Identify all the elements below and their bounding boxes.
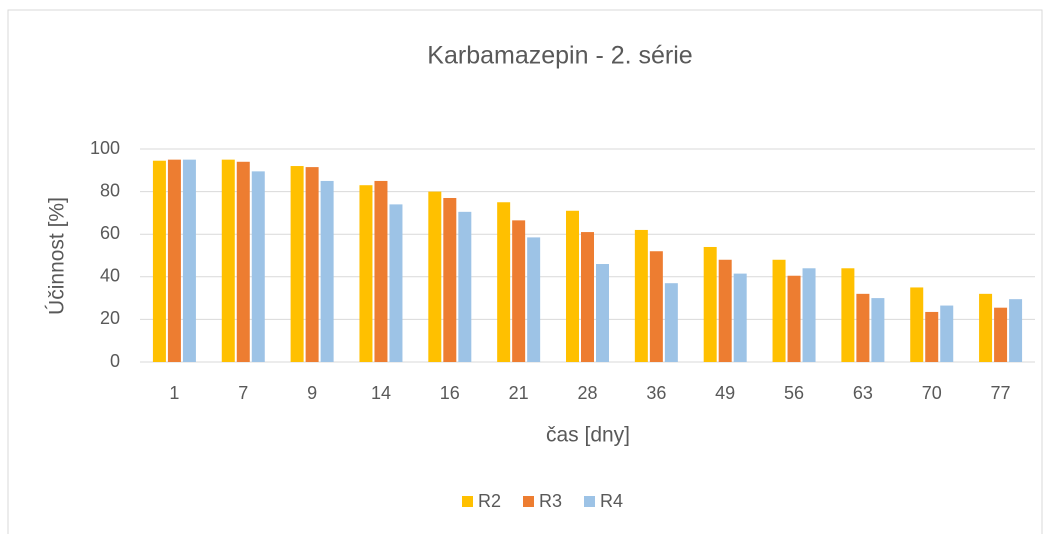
legend-label: R2: [478, 491, 501, 511]
x-tick-label: 70: [922, 383, 942, 403]
x-tick-label: 16: [440, 383, 460, 403]
bar: [802, 268, 816, 362]
x-tick-label: 28: [577, 383, 597, 403]
legend-swatch: [462, 496, 473, 507]
bar: [733, 273, 747, 362]
bar: [1009, 299, 1023, 362]
bar: [359, 185, 373, 362]
bar: [221, 159, 235, 362]
bar: [940, 305, 954, 362]
y-tick-label: 60: [100, 223, 120, 243]
legend-label: R3: [539, 491, 562, 511]
chart-title: Karbamazepin - 2. série: [427, 42, 692, 70]
bar: [167, 159, 181, 362]
bar: [581, 232, 594, 362]
y-tick-label: 0: [110, 351, 120, 371]
bar: [152, 160, 166, 362]
bar: [910, 287, 924, 362]
bar: [871, 298, 885, 362]
x-tick-label: 14: [371, 383, 391, 403]
bar: [566, 210, 579, 362]
bar: [772, 259, 786, 362]
y-tick-label: 80: [100, 180, 120, 200]
bar: [925, 311, 939, 362]
bar: [527, 237, 541, 362]
x-tick-label: 36: [646, 383, 666, 403]
bar: [290, 166, 304, 362]
legend-swatch: [584, 496, 595, 507]
y-axis-label: Účinnost [%]: [46, 197, 69, 315]
bar: [428, 191, 442, 362]
x-tick-label: 21: [509, 383, 529, 403]
bar: [374, 180, 388, 362]
x-tick-label: 56: [784, 383, 804, 403]
x-tick-label: 7: [238, 383, 248, 403]
y-tick-label: 100: [90, 138, 120, 158]
bar: [718, 259, 732, 362]
x-axis-label: čas [dny]: [546, 424, 630, 447]
x-tick-label: 49: [715, 383, 735, 403]
bar: [841, 268, 855, 362]
bar: [856, 293, 870, 362]
bar: [305, 167, 319, 362]
bar: [787, 275, 801, 362]
bar: [703, 246, 717, 362]
y-tick-label: 20: [100, 308, 120, 328]
bar: [251, 171, 265, 362]
bar: [320, 180, 334, 362]
x-tick-label: 9: [307, 383, 317, 403]
bar: [512, 220, 526, 362]
y-tick-label: 40: [100, 266, 120, 286]
x-tick-label: 1: [169, 383, 179, 403]
bar: [994, 307, 1008, 362]
bar: [634, 229, 648, 362]
bar: [182, 159, 196, 362]
x-tick-label: 77: [991, 383, 1011, 403]
legend-swatch: [523, 496, 534, 507]
bar: [596, 264, 609, 362]
bar: [458, 211, 472, 362]
bar: [649, 251, 663, 362]
bar: [979, 293, 993, 362]
legend-label: R4: [600, 491, 623, 511]
bar: [389, 204, 403, 362]
bar: [236, 161, 250, 362]
bar: [443, 197, 457, 362]
x-tick-label: 63: [853, 383, 873, 403]
bar: [664, 283, 678, 362]
bar: [497, 202, 511, 362]
